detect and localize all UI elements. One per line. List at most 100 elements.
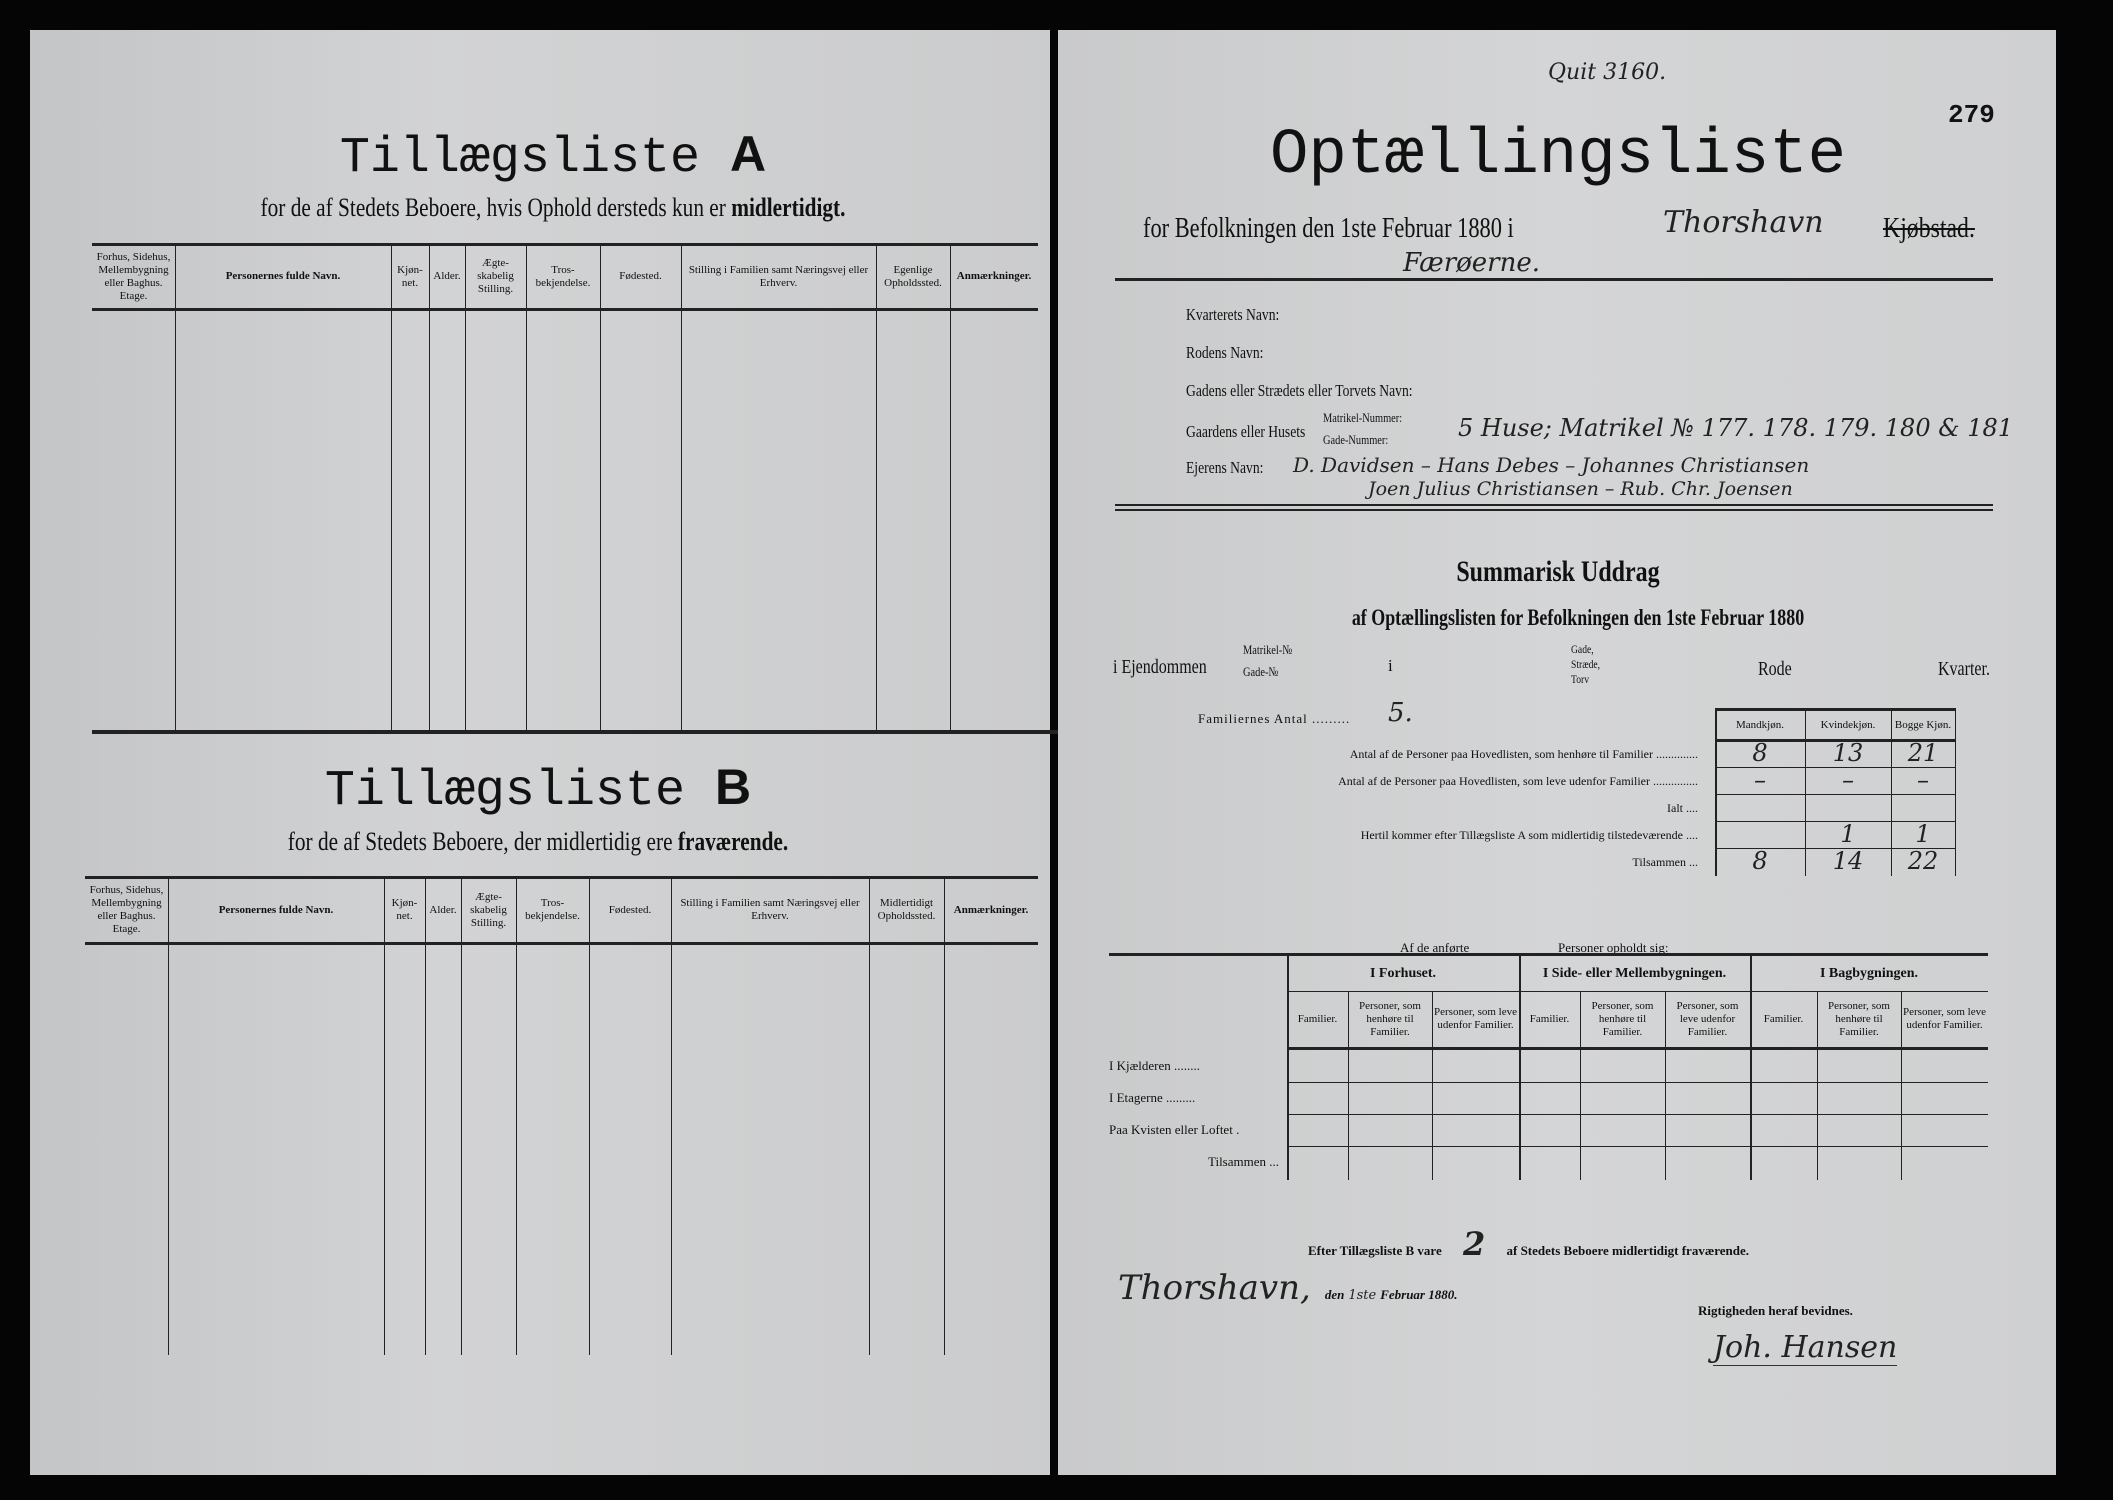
subcolumn-header: Personer, som henhøre til Familier. bbox=[1828, 999, 1890, 1038]
header-rule bbox=[92, 308, 1038, 311]
residence-row-line bbox=[1287, 1146, 1988, 1147]
column-header: Personernes fulde Navn. bbox=[218, 903, 334, 916]
subcolumn-line bbox=[1432, 991, 1433, 1180]
summary-column-line bbox=[1805, 708, 1806, 876]
families-label: Familiernes Antal ......... bbox=[1198, 711, 1351, 726]
gade-options: Gade, Stræde, Torv bbox=[1571, 642, 1601, 686]
summary-value bbox=[1891, 793, 1955, 820]
subcolumn-header: Familier. bbox=[1529, 1012, 1570, 1025]
column-line bbox=[516, 876, 517, 1355]
summary-subtitle: af Optællingslisten for Befolkningen den… bbox=[1351, 605, 1805, 630]
gade-label: Gadens eller Strædets eller Torvets Navn… bbox=[1186, 381, 1413, 400]
summary-value: 13 bbox=[1832, 739, 1864, 767]
subcolumn-header: Personer, som henhøre til Familier. bbox=[1591, 999, 1654, 1038]
absent-value: 2 bbox=[1462, 1225, 1486, 1263]
gade-no-label: Gade-№ bbox=[1243, 664, 1279, 679]
absent-pre: Efter Tillægsliste B vare bbox=[1308, 1243, 1442, 1258]
ejer-value-1: D. Davidsen – Hans Debes – Johannes Chri… bbox=[1293, 453, 1810, 477]
residence-row-label: I Etagerne ......... bbox=[1109, 1090, 1196, 1105]
group-header: I Bagbygningen. bbox=[1819, 966, 1919, 981]
struck-word: Kjøbstad. bbox=[1883, 213, 1975, 244]
summary-value: 1 bbox=[1840, 820, 1856, 848]
residence-intro-1: Af de anførte bbox=[1400, 940, 1470, 955]
double-rule-bottom bbox=[1115, 509, 1993, 511]
summary-header: Kvindekjøn. bbox=[1820, 718, 1876, 731]
summary-header-rule bbox=[1715, 739, 1955, 742]
page-number: 279 bbox=[1948, 100, 1995, 130]
column-line bbox=[600, 243, 601, 730]
column-line bbox=[589, 876, 590, 1355]
residence-row-label: I Kjælderen ........ bbox=[1109, 1058, 1200, 1073]
matrikel-no-label: Matrikel-№ bbox=[1243, 642, 1293, 657]
date-handwritten: 1ste bbox=[1348, 1288, 1377, 1303]
summary-value: 22 bbox=[1907, 847, 1939, 875]
summary-row-line bbox=[1715, 767, 1955, 768]
column-header: Anmærkninger. bbox=[953, 903, 1029, 916]
list-b-title: Tillægsliste B bbox=[325, 758, 751, 820]
double-rule-top bbox=[1115, 504, 1993, 506]
summary-header: Bogge Kjøn. bbox=[1894, 718, 1952, 731]
rode-label: Rodens Navn: bbox=[1186, 343, 1264, 362]
town-handwritten: Thorshavn bbox=[1663, 205, 1824, 240]
summary-value: 1 bbox=[1915, 820, 1931, 848]
column-header: Ægte-skabelig Stilling. bbox=[477, 257, 514, 295]
column-header: Ægte-skabelig Stilling. bbox=[470, 890, 507, 929]
date-post: Februar 1880. bbox=[1380, 1287, 1458, 1302]
list-a-subtitle-bold: midlertidigt. bbox=[731, 193, 846, 222]
kvarter-label: Kvarterets Navn: bbox=[1186, 305, 1280, 324]
table-top-rule bbox=[92, 243, 1038, 246]
list-a-title-text: Tillægsliste bbox=[339, 130, 700, 187]
subtitle-text: for Befolkningen den 1ste Februar 1880 i bbox=[1143, 213, 1514, 244]
summary-title: Summarisk Uddrag bbox=[1456, 555, 1660, 588]
i-label: i bbox=[1388, 656, 1393, 675]
column-header: Forhus, Sidehus, Mellembygning eller Bag… bbox=[89, 884, 164, 935]
families-value: 5. bbox=[1388, 698, 1413, 728]
summary-value: 21 bbox=[1907, 739, 1939, 767]
group-header: I Forhuset. bbox=[1369, 966, 1437, 981]
column-line bbox=[168, 876, 169, 1355]
summary-row-line bbox=[1715, 794, 1955, 795]
date-pre: den bbox=[1324, 1287, 1345, 1302]
gadenr-label: Gade-Nummer: bbox=[1323, 432, 1389, 447]
table-top-rule bbox=[85, 876, 1038, 879]
header-rule bbox=[85, 942, 1038, 945]
list-b-letter: B bbox=[714, 759, 752, 815]
summary-value: – bbox=[1754, 766, 1766, 794]
summary-row-line bbox=[1715, 848, 1955, 849]
column-header: Tros-bekjendelse. bbox=[535, 263, 591, 289]
list-a-letter: A bbox=[729, 126, 767, 182]
kvarter-label-summary: Kvarter. bbox=[1938, 658, 1990, 680]
signature: Joh. Hansen bbox=[1713, 1330, 1898, 1366]
matrikel-label: Matrikel-Nummer: bbox=[1323, 410, 1403, 425]
column-line bbox=[391, 243, 392, 730]
page-title: Optællingsliste bbox=[1269, 120, 1847, 192]
subcolumn-header: Personer, som henhøre til Familier. bbox=[1359, 999, 1421, 1038]
group-line bbox=[1519, 953, 1521, 1180]
subcolumn-line bbox=[1348, 991, 1349, 1180]
summary-column-line bbox=[1715, 708, 1717, 876]
ejer-value-2: Joen Julius Christiansen – Rub. Chr. Joe… bbox=[1368, 478, 1793, 500]
subcolumn-header: Familier. bbox=[1297, 1012, 1338, 1025]
list-a-subtitle: for de af Stedets Beboere, hvis Ophold d… bbox=[261, 193, 846, 223]
group-line bbox=[1750, 953, 1752, 1180]
column-line bbox=[869, 876, 870, 1355]
ejer-label: Ejerens Navn: bbox=[1186, 458, 1264, 477]
summary-row-label: Antal af de Personer paa Hovedlisten, so… bbox=[1338, 774, 1698, 788]
column-header: Alder. bbox=[433, 270, 461, 282]
summary-row-label: Tilsammen ... bbox=[1632, 855, 1698, 869]
column-header: Egenlige Opholdssted. bbox=[884, 263, 942, 289]
list-b-subtitle-text: for de af Stedets Beboere, der midlertid… bbox=[287, 827, 673, 856]
right-page: Quit 3160. 279 Optællingsliste for Befol… bbox=[1058, 30, 2056, 1475]
archive-note: Quit 3160. bbox=[1548, 60, 1667, 85]
column-header: Stilling i Familien samt Næringsvej elle… bbox=[688, 263, 869, 289]
column-line bbox=[425, 876, 426, 1355]
summary-column-line bbox=[1891, 708, 1892, 876]
rode-label-summary: Rode bbox=[1758, 658, 1792, 680]
subcolumn-line bbox=[1665, 991, 1666, 1180]
column-header: Stilling i Familien samt Næringsvej elle… bbox=[680, 897, 860, 922]
summary-value: 8 bbox=[1752, 847, 1768, 875]
summary-header: Mandkjøn. bbox=[1736, 718, 1784, 731]
column-line bbox=[526, 243, 527, 730]
column-header: Anmærkninger. bbox=[956, 270, 1032, 282]
subcolumn-line bbox=[1901, 991, 1902, 1180]
